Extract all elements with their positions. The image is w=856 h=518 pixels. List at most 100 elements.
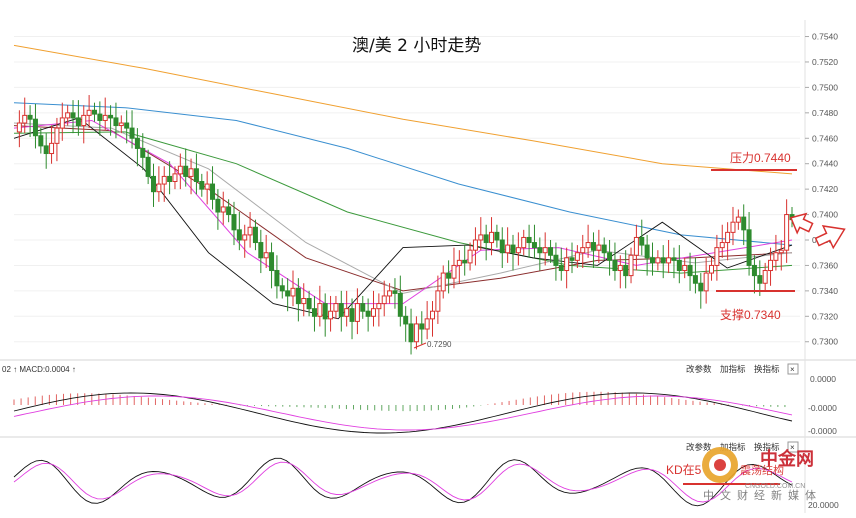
macd-tick-3: -0.0000 xyxy=(808,426,837,436)
candle-down xyxy=(210,183,216,200)
candle-up xyxy=(333,303,339,312)
macd-add-indicator-button[interactable]: 加指标 xyxy=(720,364,746,374)
price-tick-label: 0.7500 xyxy=(812,82,838,92)
candle-down xyxy=(692,275,698,284)
candle-down xyxy=(70,112,76,119)
candle-down xyxy=(757,275,763,284)
candle-up xyxy=(172,173,178,183)
candle-down xyxy=(43,145,49,155)
candle-up xyxy=(784,214,790,251)
candle-up xyxy=(735,216,741,223)
candle-down xyxy=(199,181,205,190)
candle-down xyxy=(751,264,757,277)
kd-params-button[interactable]: 改参数 xyxy=(686,442,712,452)
macd-close-button[interactable]: × xyxy=(787,363,799,375)
candle-up xyxy=(424,318,430,330)
candle-down xyxy=(140,147,146,158)
candle-up xyxy=(633,236,639,256)
kd-swap-indicator-button[interactable]: 换指标 xyxy=(754,442,780,452)
price-tick-label: 0.7340 xyxy=(812,286,838,296)
candle-down xyxy=(612,259,618,272)
candle-up xyxy=(628,254,634,277)
kd-close-button[interactable]: × xyxy=(787,441,799,453)
candle-down xyxy=(32,118,38,137)
price-tick-label: 0.7460 xyxy=(812,133,838,143)
price-tick-label: 0.7400 xyxy=(812,210,838,220)
low-marker-line xyxy=(413,342,427,349)
candle-up xyxy=(220,206,226,213)
candle-down xyxy=(134,137,140,149)
candle-down xyxy=(226,206,232,216)
watermark-domain: CNGOLD.COM.CN xyxy=(745,483,805,490)
candle-down xyxy=(392,290,398,294)
macd-panel-label: 02 ↑ MACD:0.0004 ↑ xyxy=(2,365,76,374)
candle-down xyxy=(462,259,468,264)
candle-down xyxy=(285,290,291,297)
candle-up xyxy=(22,114,28,124)
candle-down xyxy=(215,198,221,213)
candle-down xyxy=(360,303,366,312)
kd-annotation-label: KD在5 xyxy=(666,463,702,477)
candle-down xyxy=(698,282,704,292)
candle-down xyxy=(269,252,275,272)
candle-up xyxy=(381,295,387,305)
candle-up xyxy=(773,252,779,261)
candle-down xyxy=(274,270,280,287)
watermark-overlay-text: 震荡结构 xyxy=(740,463,784,477)
candle-down xyxy=(91,109,97,115)
candle-up xyxy=(703,272,709,292)
cngold-logo: 中金网 CNGOLD.COM.CN 震荡结构 中文财经新媒体 xyxy=(702,447,816,502)
candle-up xyxy=(666,257,672,264)
macd-close-icon: × xyxy=(790,365,795,374)
candle-up xyxy=(580,247,586,254)
candle-down xyxy=(38,135,44,147)
candle-up xyxy=(472,239,478,251)
candle-down xyxy=(295,287,301,305)
candle-down xyxy=(27,114,33,120)
kd-close-icon: × xyxy=(790,443,795,452)
candle-down xyxy=(193,168,199,183)
moving-average-line xyxy=(13,125,793,292)
kd-lines xyxy=(13,457,793,507)
kd-add-indicator-button[interactable]: 加指标 xyxy=(720,442,746,452)
candle-down xyxy=(167,175,173,183)
candle-down xyxy=(113,117,119,127)
candle-down xyxy=(397,292,403,317)
candle-down xyxy=(649,257,655,264)
moving-average-line xyxy=(13,131,793,274)
candle-down xyxy=(558,264,564,272)
candle-up xyxy=(725,231,731,244)
macd-swap-indicator-button[interactable]: 换指标 xyxy=(754,364,780,374)
candle-down xyxy=(306,298,312,310)
candle-down xyxy=(419,323,425,330)
candle-down xyxy=(236,229,242,241)
candle-up xyxy=(467,249,473,264)
direction-arrow-icon xyxy=(789,212,846,250)
candle-down xyxy=(129,127,135,139)
candle-up xyxy=(430,310,436,320)
candle-up xyxy=(413,323,419,343)
candle-down xyxy=(483,234,489,244)
candle-down xyxy=(252,226,258,244)
chart-title: 澳/美 2 小时走势 xyxy=(352,36,481,56)
candle-up xyxy=(376,303,382,310)
macd-tick-2: -0.0000 xyxy=(808,403,837,413)
candle-up xyxy=(387,290,393,297)
candle-up xyxy=(328,310,334,320)
candle-down xyxy=(365,310,371,317)
candle-up xyxy=(242,234,248,241)
candle-down xyxy=(590,242,596,251)
candle-down xyxy=(403,315,409,325)
macd-lines xyxy=(13,392,793,434)
candle-up xyxy=(354,303,360,322)
support-label: 支撑0.7340 xyxy=(720,307,781,322)
candle-up xyxy=(263,252,269,259)
macd-dif-line xyxy=(13,392,793,434)
candle-up xyxy=(542,247,548,254)
moving-average-line xyxy=(13,122,793,294)
macd-params-button[interactable]: 改参数 xyxy=(686,364,712,374)
candle-up xyxy=(730,221,736,233)
candle-down xyxy=(183,165,189,177)
